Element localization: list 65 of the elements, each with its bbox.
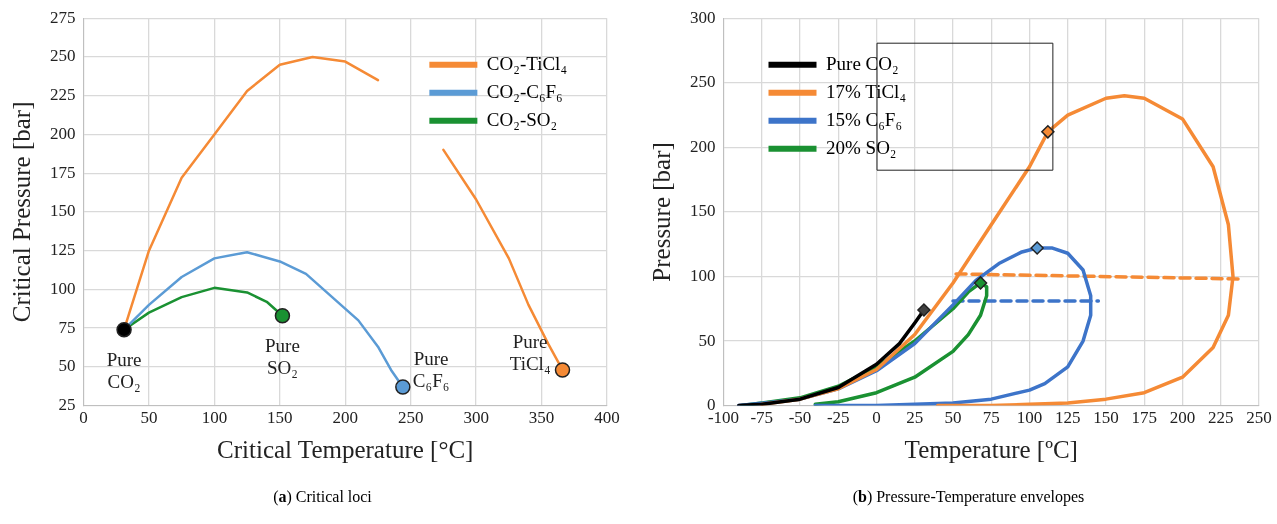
x-tick-label: 100	[1016, 408, 1043, 428]
x-tick-label: 50	[140, 408, 158, 428]
y-axis-title: Pressure [bar]	[647, 142, 675, 282]
point	[554, 362, 571, 378]
annotation: Pure SO₂	[265, 334, 300, 378]
y-tick-label: 200	[50, 123, 76, 143]
x-tick-label: -25	[826, 408, 850, 428]
y-tick-label: 250	[690, 72, 716, 92]
y-tick-label: 25	[58, 395, 76, 415]
point	[1030, 241, 1044, 255]
point	[1041, 125, 1055, 139]
point	[116, 321, 132, 338]
y-tick-label: 200	[690, 136, 716, 156]
legend-label: Pure CO₂	[826, 52, 899, 74]
y-tick-label: 100	[690, 265, 716, 285]
y-tick-label: 50	[698, 330, 716, 350]
x-tick-label: 150	[267, 408, 293, 428]
x-tick-label: 250	[1246, 408, 1272, 428]
x-tick-label: 300	[463, 408, 489, 428]
legend-label: CO₂-TiCl₄	[486, 52, 567, 74]
x-tick-label: 100	[201, 408, 228, 428]
legend-label: CO₂-SO₂	[486, 108, 558, 130]
point	[274, 307, 291, 324]
annotation: Pure CO₂	[106, 348, 142, 392]
text: (b) Pressure-Temperature envelopes	[852, 488, 1085, 506]
y-tick-label: 275	[50, 7, 76, 27]
y-tick-label: 75	[58, 317, 76, 337]
annotation: Pure C₆F₆	[412, 347, 450, 391]
x-tick-label: 175	[1131, 408, 1157, 428]
y-tick-label: 250	[50, 46, 76, 66]
point	[917, 303, 931, 317]
legend-label: 20% SO₂	[826, 136, 897, 158]
y-tick-label: 50	[58, 356, 76, 376]
legend-label: 17% TiCl₄	[826, 80, 907, 102]
legend-label: 15% C₆F₆	[826, 108, 903, 130]
x-tick-label: 400	[594, 408, 620, 428]
x-tick-label: 150	[1093, 408, 1119, 428]
annotation: Pure TiCl₄	[509, 330, 551, 374]
y-tick-label: 300	[690, 7, 716, 27]
x-tick-label: 125	[1055, 408, 1081, 428]
x-tick-label: 200	[1169, 408, 1196, 428]
x-tick-label: 250	[397, 408, 424, 428]
x-tick-label: 75	[982, 408, 1000, 428]
x-tick-label: 350	[528, 408, 555, 428]
x-axis-title: Temperature [ºC]	[904, 435, 1078, 463]
x-tick-label: 200	[332, 408, 358, 428]
y-axis-title: Critical Pressure [bar]	[7, 101, 35, 323]
y-tick-label: 175	[50, 162, 76, 182]
y-tick-label: 125	[50, 240, 76, 260]
legend-label: CO₂-C₆F₆	[486, 80, 563, 102]
y-tick-label: 150	[50, 201, 76, 221]
x-tick-label: 0	[872, 408, 881, 428]
x-tick-label: 225	[1208, 408, 1234, 428]
x-tick-label: 50	[944, 408, 962, 428]
x-tick-label: 25	[906, 408, 924, 428]
point	[395, 379, 411, 395]
y-tick-label: 150	[690, 201, 716, 221]
text: (a) Critical loci	[273, 488, 372, 506]
x-tick-label: -75	[750, 408, 774, 428]
point	[973, 276, 988, 290]
y-tick-label: 100	[50, 278, 76, 298]
y-tick-label: 225	[50, 85, 76, 105]
x-axis-title: Critical Temperature [°C]	[217, 435, 474, 463]
y-tick-label: 0	[707, 395, 716, 415]
x-tick-label: -50	[788, 408, 812, 428]
